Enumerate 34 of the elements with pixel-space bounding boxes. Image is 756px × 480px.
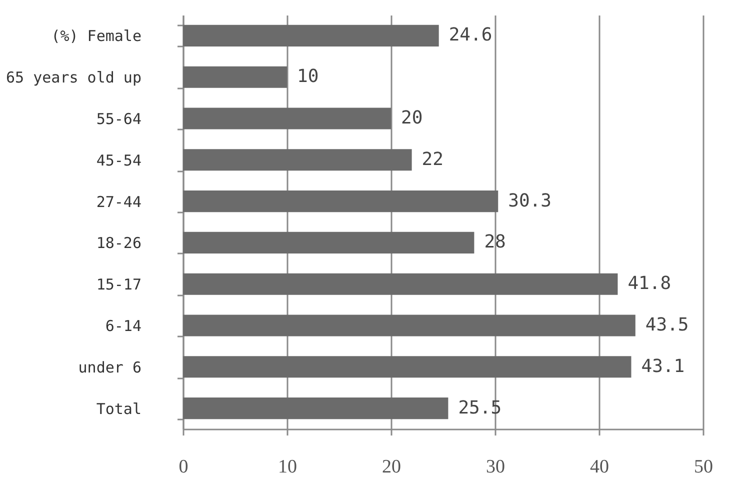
x-tick-label: 0 xyxy=(178,456,188,478)
y-tick-label: (%) Female xyxy=(51,27,142,46)
data-label: 10 xyxy=(297,66,319,88)
x-tick-label: 20 xyxy=(382,456,401,478)
x-tick-label: 10 xyxy=(278,456,297,478)
x-tick-label: 40 xyxy=(590,456,609,478)
y-tick-label: 15-17 xyxy=(96,276,142,294)
data-label: 43.1 xyxy=(641,356,685,377)
bar xyxy=(183,232,474,254)
y-tick-label: 27-44 xyxy=(96,192,142,211)
data-label: 22 xyxy=(422,148,444,170)
y-tick-label: 6-14 xyxy=(105,317,142,335)
y-tick-label: 45-54 xyxy=(96,151,142,170)
y-tick-label: under 6 xyxy=(78,358,142,376)
bar xyxy=(183,273,618,295)
bar xyxy=(183,356,632,378)
data-label: 43.5 xyxy=(645,314,689,336)
bar xyxy=(183,398,448,420)
y-tick-label: Total xyxy=(96,400,142,418)
bar xyxy=(183,149,412,171)
bar xyxy=(183,24,439,46)
y-tick-label: 65 years old up xyxy=(6,68,142,87)
bar xyxy=(183,190,498,212)
data-label: 24.6 xyxy=(448,24,492,46)
y-tick-label: 55-64 xyxy=(96,110,142,128)
bar xyxy=(183,108,391,130)
y-tick-label: 18-26 xyxy=(96,234,142,252)
bar xyxy=(183,314,636,336)
x-tick-label: 50 xyxy=(694,456,713,478)
data-label: 30.3 xyxy=(508,190,552,212)
data-label: 41.8 xyxy=(628,273,672,294)
bar xyxy=(183,66,287,88)
x-tick-label: 30 xyxy=(486,456,505,478)
data-label: 20 xyxy=(401,108,423,128)
